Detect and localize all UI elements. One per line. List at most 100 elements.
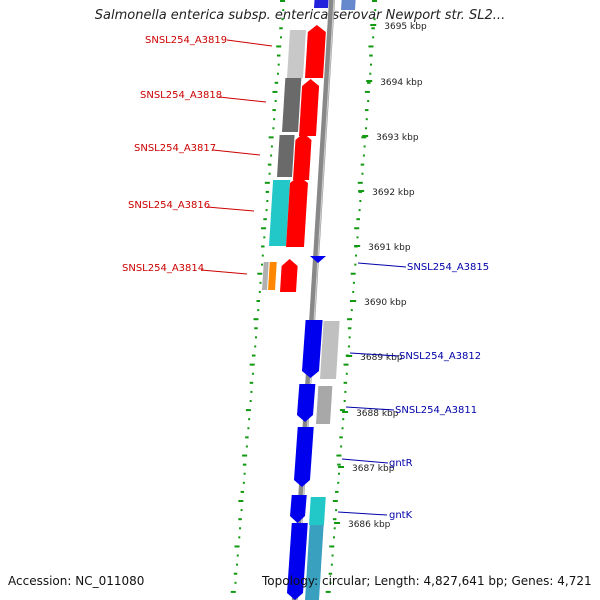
map-title: Salmonella enterica subsp. enterica sero… <box>94 8 506 23</box>
gc-dot-inner <box>245 445 248 448</box>
gc-dot-inner <box>257 309 260 312</box>
gc-dot-inner <box>279 36 282 39</box>
gc-dot-inner <box>272 90 278 93</box>
gc-dot-outer <box>367 100 370 102</box>
gc-dot-inner <box>281 18 284 21</box>
gc-dot-inner <box>236 554 239 557</box>
gc-dot-inner <box>245 409 251 412</box>
gc-dot-inner <box>274 100 277 102</box>
gc-dot-outer <box>352 290 355 293</box>
gc-dot-outer <box>371 27 375 30</box>
gc-dot-inner <box>280 0 285 2</box>
gc-dot-inner <box>249 400 252 402</box>
cds-reverse <box>310 256 326 263</box>
cds-reverse <box>314 0 329 8</box>
gc-dot-outer <box>325 590 331 593</box>
tick-label: 3690 kbp <box>364 298 407 308</box>
gene-label-forward: SNSL254_A3817 <box>134 143 216 154</box>
ticks: 3695 kbp 3694 kbp 3693 kbp 3692 kbp 3691 kbp… <box>333 22 427 530</box>
cds-reverse <box>302 320 323 378</box>
gc-dot-outer <box>350 272 356 275</box>
gc-dot-inner <box>243 472 246 475</box>
gene-label-forward: SNSL254_A3814 <box>122 263 204 274</box>
gc-dot-inner <box>272 109 276 112</box>
gc-dot-outer <box>335 509 338 512</box>
gc-dot-inner <box>233 572 238 575</box>
cds-reverse <box>290 495 307 523</box>
tick-label: 3693 kbp <box>376 133 419 143</box>
cds-forward <box>293 133 312 180</box>
gc-dot-outer <box>365 127 368 130</box>
gc-dot-outer <box>333 527 336 530</box>
gc-dot-outer <box>347 327 352 330</box>
gc-dot-outer <box>337 481 340 484</box>
gc-dot-inner <box>270 154 273 157</box>
gc-dot-outer <box>364 109 369 112</box>
context-block <box>262 262 269 290</box>
gc-dot-inner <box>268 172 271 175</box>
gene-label-reverse: gntK <box>389 510 413 521</box>
gc-dot-outer <box>342 418 345 421</box>
context-block <box>320 321 340 379</box>
gc-dot-inner <box>238 536 241 539</box>
gc-dot-inner <box>242 481 245 484</box>
callouts: SNSL254_A3819 SNSL254_A3818 SNSL254_A3817 S… <box>122 35 489 521</box>
gc-dot-inner <box>240 509 243 512</box>
gc-dot-outer <box>368 45 374 48</box>
cds-reverse <box>294 427 314 487</box>
gc-dot-inner <box>274 81 279 84</box>
gc-dot-inner <box>264 181 270 184</box>
gc-dot-inner <box>236 563 239 566</box>
callout-line <box>341 458 389 464</box>
gc-dot-inner <box>279 27 283 30</box>
tick-label: 3692 kbp <box>372 188 415 198</box>
callout-line <box>337 511 388 516</box>
gc-dot-inner <box>249 363 255 366</box>
gc-dot-inner <box>261 263 264 266</box>
gc-dot-outer <box>336 454 342 457</box>
cds-reverse <box>287 523 308 600</box>
gc-dot-outer <box>343 363 349 366</box>
gc-dot-inner <box>282 9 285 12</box>
gc-dot-outer <box>363 145 366 148</box>
gc-dot-outer <box>356 218 360 221</box>
gc-dot-inner <box>254 345 257 348</box>
context-block <box>316 386 333 424</box>
gc-dot-outer <box>352 281 355 284</box>
gc-dot-outer <box>340 445 343 448</box>
callout-line <box>226 39 273 47</box>
callout-line <box>349 352 399 357</box>
gc-dot-inner <box>261 254 264 257</box>
gc-dot-outer <box>329 545 335 548</box>
gc-dot-inner <box>238 500 244 502</box>
gc-dot-outer <box>372 0 377 2</box>
gc-dot-outer <box>354 263 357 266</box>
gc-dot-inner <box>245 436 249 439</box>
context-block <box>287 30 306 78</box>
context-block <box>282 78 302 132</box>
tick-label: 3688 kbp <box>356 409 399 419</box>
gene-label-reverse: SNSL254_A3811 <box>395 405 477 416</box>
callout-line <box>206 206 255 212</box>
gc-dot-inner <box>238 518 242 521</box>
gene-label-reverse: SNSL254_A3812 <box>399 351 481 362</box>
summary-label: Topology: circular; Length: 4,827,641 bp… <box>262 574 592 588</box>
accession-label: Accession: NC_011080 <box>8 574 145 588</box>
gc-dot-inner <box>259 281 262 284</box>
gene-label-reverse: SNSL254_A3815 <box>407 262 489 273</box>
cds-forward <box>299 79 320 136</box>
gc-dot-outer <box>343 400 346 402</box>
gc-dot-inner <box>239 527 242 530</box>
features <box>262 0 356 600</box>
context-block <box>309 497 326 525</box>
gc-dot-inner <box>272 127 275 130</box>
gc-dot-outer <box>361 136 367 139</box>
tick-label: 3695 kbp <box>384 22 427 32</box>
gc-dot-inner <box>265 209 268 212</box>
gc-dot-inner <box>234 545 240 548</box>
gc-dot-inner <box>251 354 256 357</box>
gc-dot-inner <box>254 327 258 330</box>
gc-dot-outer <box>337 463 341 466</box>
tick-label: 3686 kbp <box>348 520 391 530</box>
